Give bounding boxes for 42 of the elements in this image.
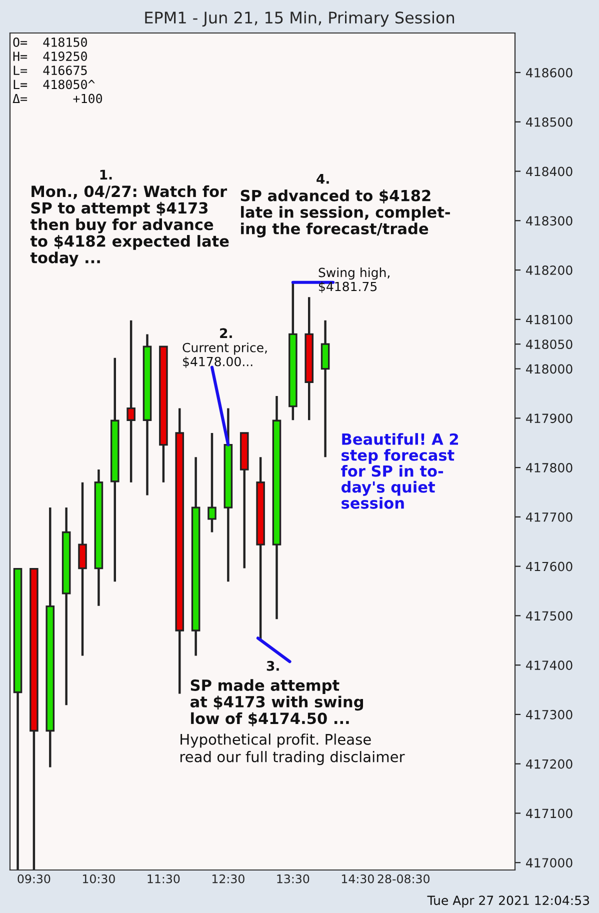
y-tick-label: 417900 [526, 414, 572, 424]
y-tick-label: 417600 [526, 562, 572, 572]
x-tick-label: 10:30 [82, 874, 115, 884]
x-tick-label: 28-08:30 [378, 874, 430, 884]
y-tick-label: 418000 [526, 364, 572, 374]
x-tick-label: 11:30 [148, 874, 180, 884]
y-tick-label: 418050 [526, 340, 572, 350]
y-tick-label: 417800 [526, 463, 572, 472]
y-tick-label: 417400 [526, 660, 572, 670]
annotation: Beautiful! A 2 step forecast for SP in to- day's quiet session [341, 433, 458, 509]
x-tick-label: 14:30 [342, 874, 374, 884]
candlestick [208, 432, 216, 534]
annotation: 3. [266, 660, 279, 671]
annotation: Swing high, $4181.75 [318, 268, 390, 293]
annotation: Mon., 04/27: Watch for SP to attempt $4173 then buy for advance to $4182 expected late today ... [30, 185, 229, 266]
x-tick-label: 09:30 [18, 874, 50, 884]
annotation: SP made attempt at $4173 with swing low of $4174.50 ... [190, 679, 364, 726]
y-tick-label: 417000 [526, 858, 572, 868]
y-tick-label: 417200 [526, 759, 572, 769]
y-tick-label: 418200 [526, 266, 572, 275]
annotation: 4. [316, 174, 329, 184]
y-tick-label: 417100 [526, 808, 572, 818]
annotation: Hypothetical profit. Please read our full trading disclaimer [180, 734, 405, 766]
y-tick-label: 418100 [526, 314, 572, 324]
annotation: SP advanced to $4182 late in session, complet- ing the forecast/trade [240, 190, 450, 238]
y-tick-label: 418500 [526, 117, 572, 127]
y-tick-label: 418600 [526, 68, 572, 78]
text: Tue Apr 27 2021 12:04:53 [427, 896, 590, 908]
annotation: 1. [100, 170, 112, 180]
candlestick [126, 319, 136, 484]
annotation: O= 418150 H= 419250 L= 416675 L= 418050^ Δ= +100 [12, 37, 102, 104]
chart-title: EPM1 - Jun 21, 15 Min, Primary Session [145, 11, 454, 27]
x-tick-label: 12:30 [212, 874, 244, 884]
y-tick-label: 417700 [526, 512, 572, 522]
y-tick-label: 418400 [526, 166, 572, 176]
y-tick-label: 417500 [526, 611, 572, 621]
annotation: 2. [220, 328, 232, 338]
y-tick-label: 418300 [526, 216, 572, 226]
x-tick-label: 13:30 [277, 874, 310, 884]
candlestick [78, 481, 87, 657]
annotation: Current price, $4178.00... [182, 342, 267, 368]
y-tick-label: 417300 [526, 710, 572, 720]
